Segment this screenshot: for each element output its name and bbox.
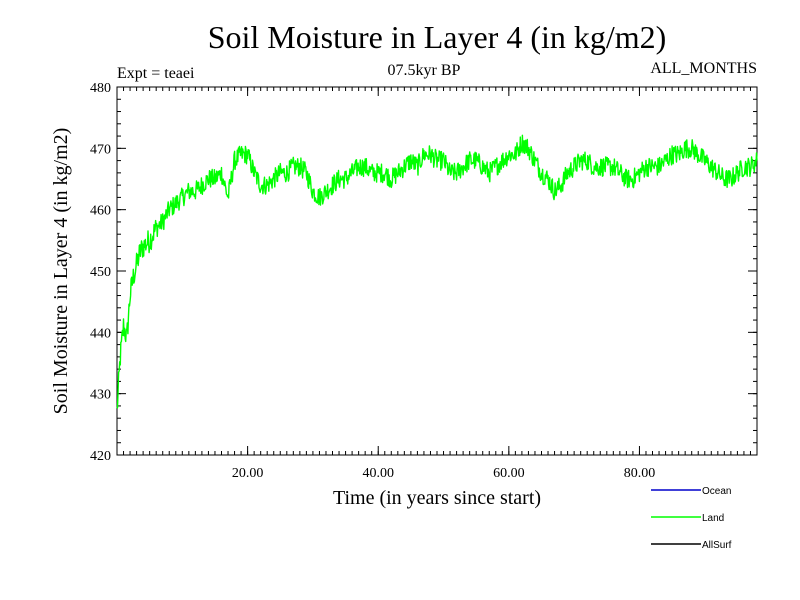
chart-title: Soil Moisture in Layer 4 (in kg/m2): [208, 19, 667, 55]
chart-subtitle: 07.5kyr BP: [388, 62, 461, 79]
x-tick-label: 80.00: [624, 466, 656, 481]
y-tick-label: 470: [90, 142, 111, 157]
legend: Ocean Land AllSurf: [651, 486, 732, 551]
series-line-land: [116, 134, 758, 409]
y-tick-label: 430: [90, 388, 111, 403]
legend-label-land: Land: [702, 513, 724, 524]
x-tick-label: 20.00: [232, 466, 264, 481]
x-axis-label: Time (in years since start): [333, 487, 541, 509]
months-label: ALL_MONTHS: [650, 60, 757, 77]
y-tick-label: 460: [90, 204, 111, 219]
legend-label-allsurf: AllSurf: [702, 540, 732, 551]
y-tick-label: 450: [90, 265, 111, 280]
experiment-label: Expt = teaei: [117, 65, 195, 82]
y-tick-label: 420: [90, 449, 111, 464]
minor-ticks: [117, 87, 757, 455]
y-tick-labels: 420 430 440 450 460 470 480: [90, 81, 111, 464]
x-tick-labels: 20.00 40.00 60.00 80.00: [232, 466, 655, 481]
y-axis-label: Soil Moisture in Layer 4 (in kg/m2): [50, 128, 72, 415]
y-tick-label: 440: [90, 326, 111, 341]
legend-label-ocean: Ocean: [702, 486, 731, 497]
x-tick-label: 60.00: [493, 466, 525, 481]
y-tick-label: 480: [90, 81, 111, 96]
x-tick-label: 40.00: [362, 466, 394, 481]
major-ticks: [117, 86, 757, 456]
plot-area: [116, 86, 758, 456]
